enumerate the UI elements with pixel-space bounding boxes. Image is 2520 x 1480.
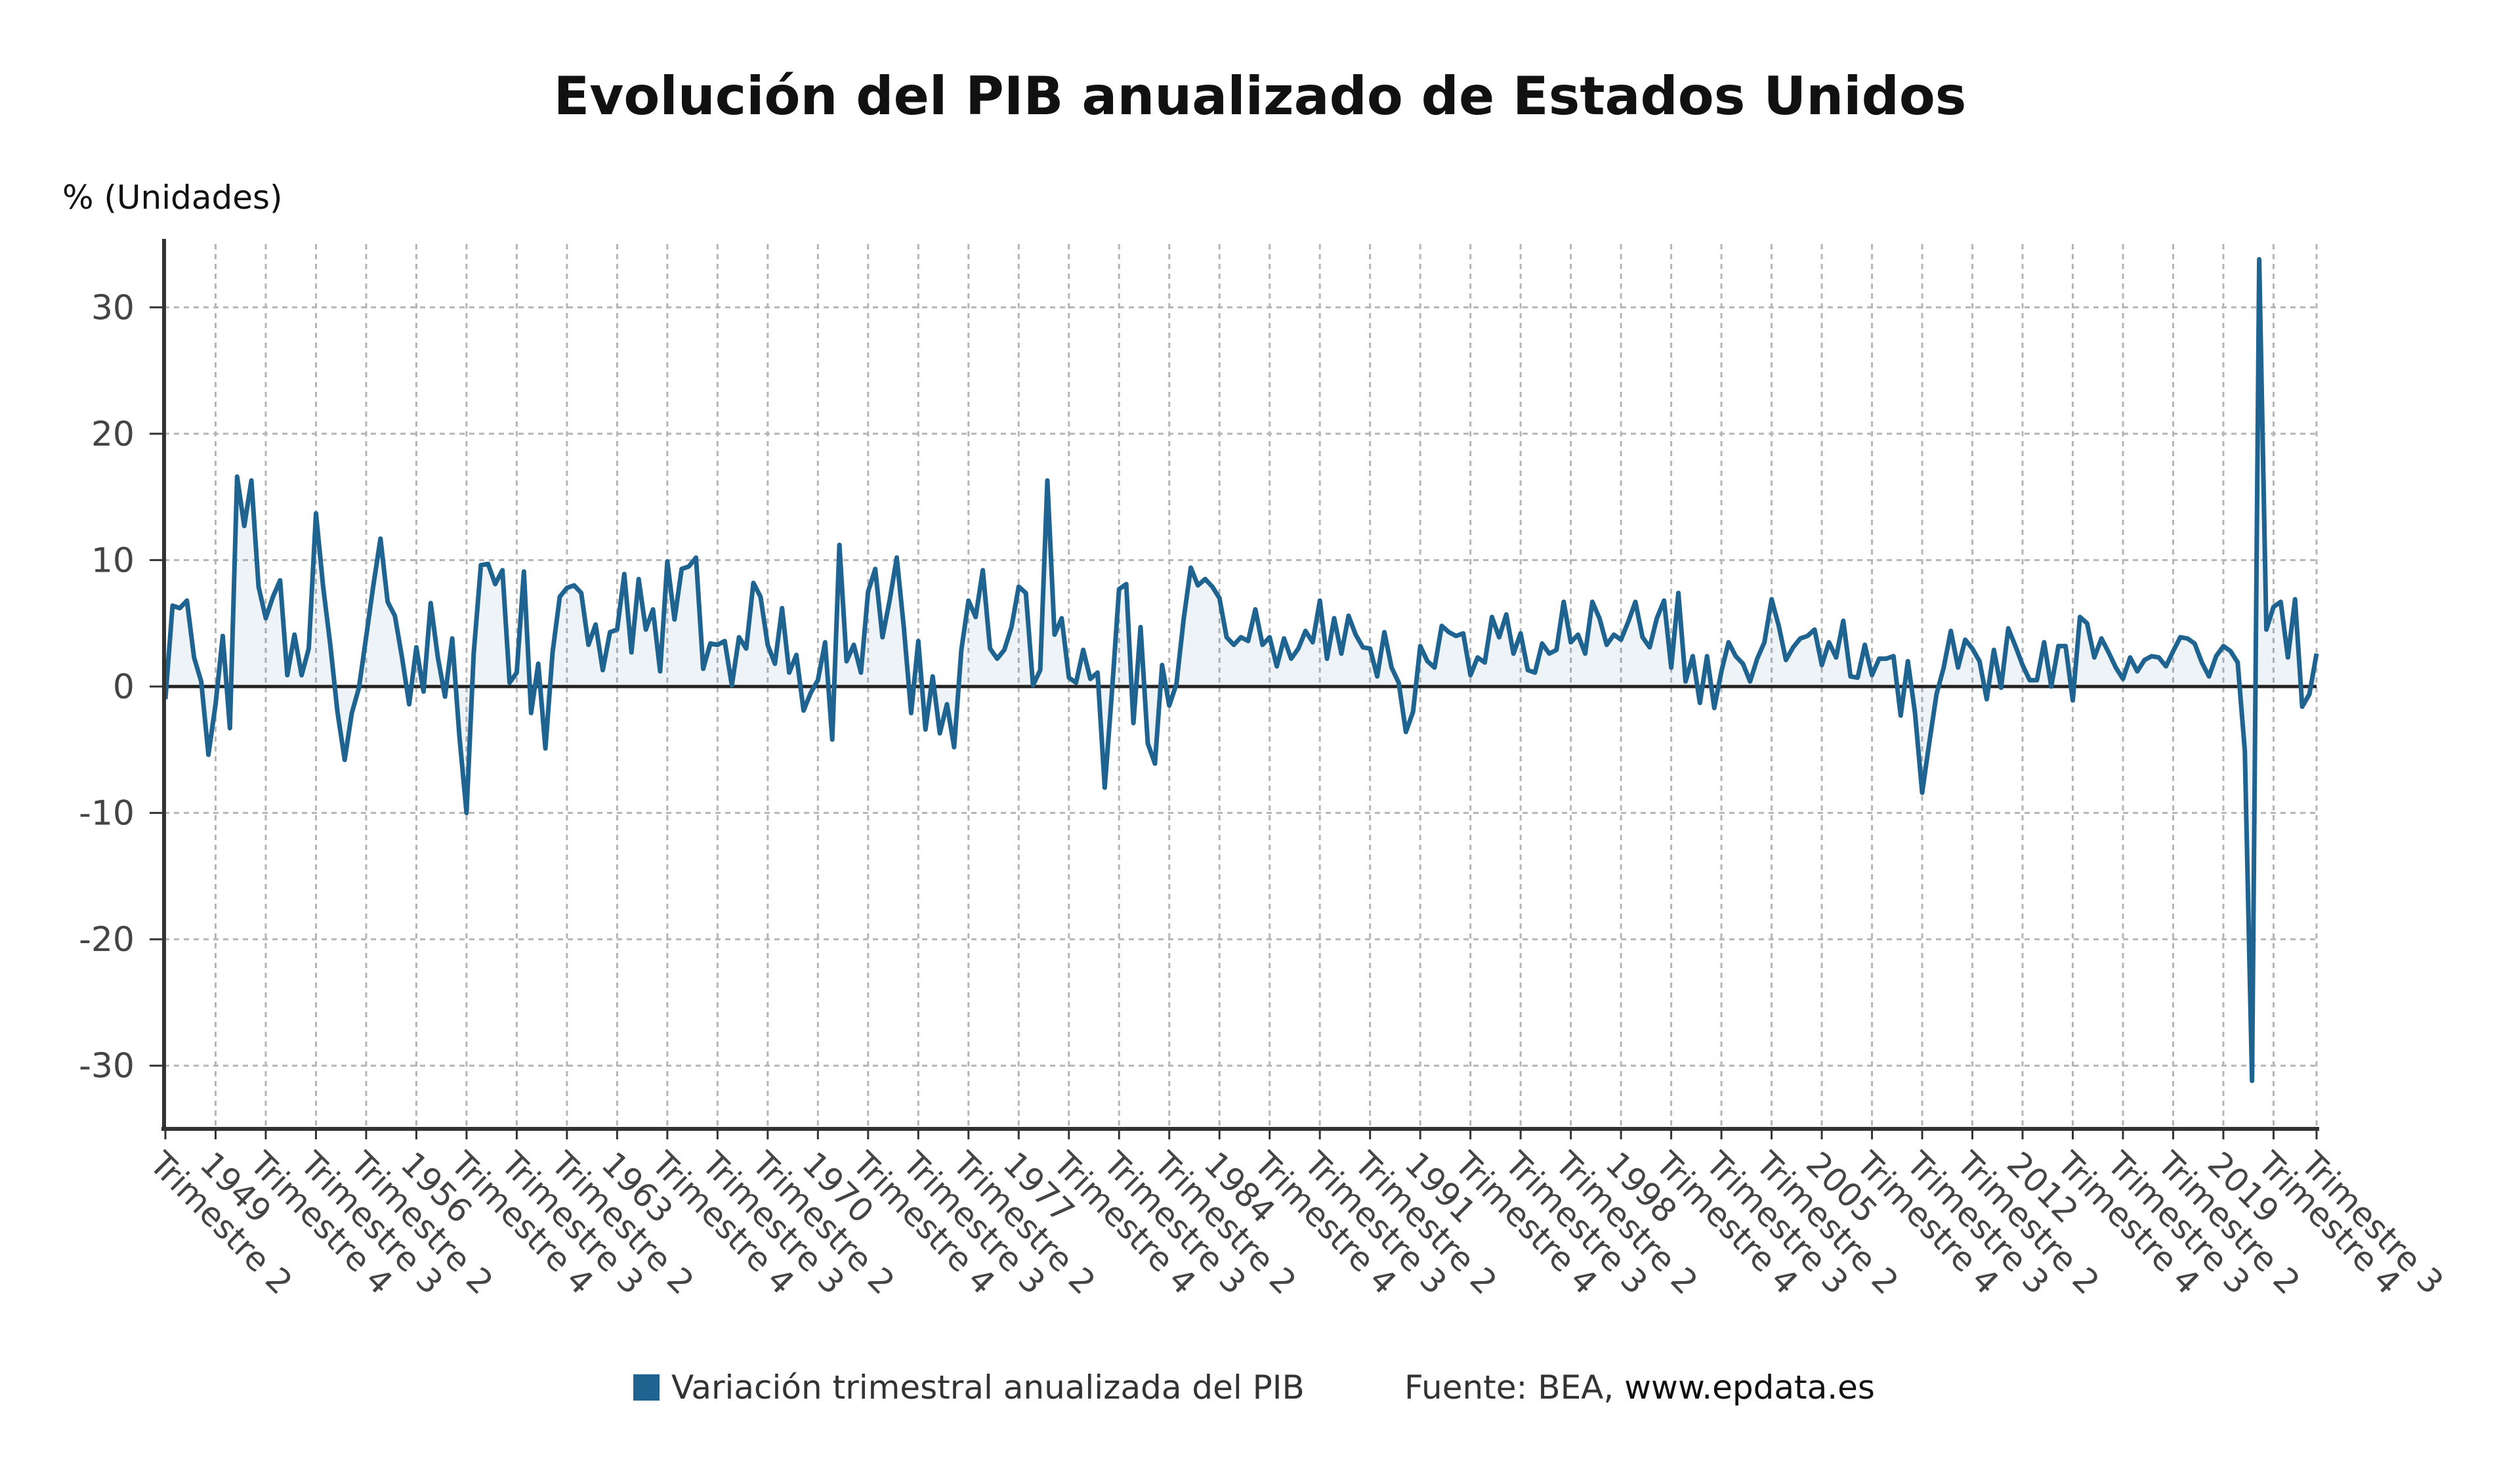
y-tick-label: 20 — [91, 415, 135, 454]
legend-swatch — [633, 1374, 660, 1401]
legend-label: Variación trimestral anualizada del PIB — [671, 1368, 1305, 1406]
chart-title: Evolución del PIB anualizado de Estados … — [553, 66, 1967, 127]
source-note: Fuente: BEA, www.epdata.es — [1404, 1368, 1875, 1406]
series-area-fill — [165, 259, 2317, 1081]
y-tick-labels: -30 -20 -10 0 10 20 30 — [79, 288, 135, 1086]
axes — [161, 239, 2319, 1131]
y-tick-label: 10 — [91, 541, 135, 580]
series-line — [163, 257, 2319, 1084]
y-tick-label: -20 — [79, 920, 135, 960]
y-tick-label: -10 — [79, 794, 135, 834]
y-tick-label: -30 — [79, 1047, 135, 1086]
source-site: www.epdata.es — [1624, 1368, 1875, 1406]
grid-lines — [150, 244, 2318, 1139]
series-line-group — [163, 257, 2319, 1084]
series-area — [165, 259, 2317, 1081]
y-tick-label: 30 — [91, 288, 135, 328]
y-tick-label: 0 — [113, 667, 135, 707]
source-prefix: Fuente: BEA, — [1404, 1368, 1625, 1406]
y-axis-unit-label: % (Unidades) — [62, 179, 283, 217]
legend: Variación trimestral anualizada del PIB — [633, 1368, 1305, 1406]
